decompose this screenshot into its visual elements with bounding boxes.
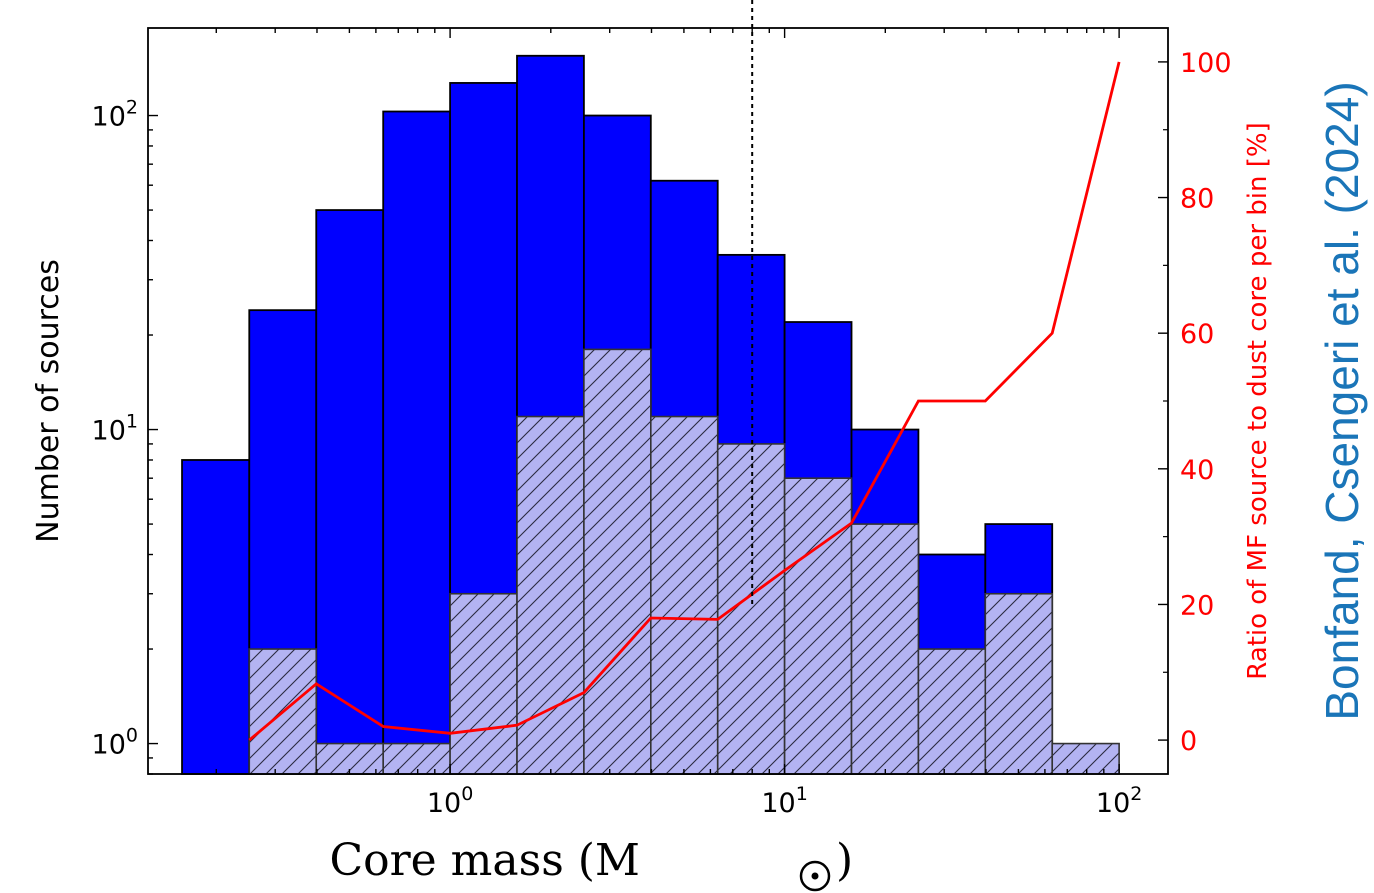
bar-hatched <box>516 415 585 775</box>
bar-hatched <box>449 592 518 775</box>
y2-tick-label: 20 <box>1180 590 1214 621</box>
sun-symbol-icon <box>799 860 831 892</box>
svg-text:): ) <box>836 835 853 886</box>
y-axis-ticks: 100 101 102 <box>92 97 158 775</box>
y2-axis-label: Ratio of MF source to dust core per bin … <box>1243 122 1273 679</box>
x-tick-label: 102 <box>1096 783 1142 819</box>
y2-axis-ticks: 0 20 40 60 80 100 <box>1158 48 1232 757</box>
y2-tick-label: 0 <box>1180 726 1197 757</box>
ratio-line-series <box>248 61 1121 742</box>
y-tick-label: 102 <box>92 97 138 133</box>
bar-hatched <box>583 348 652 775</box>
bar-hatched <box>716 443 786 775</box>
ratio-line <box>248 61 1121 742</box>
y-axis-label: Number of sources <box>31 259 66 543</box>
y2-tick-label: 40 <box>1180 455 1214 486</box>
bar-hatched <box>1051 742 1120 775</box>
y2-tick-label: 60 <box>1180 319 1214 350</box>
credit-text: Bonfand, Csengeri et al. (2024) <box>1316 81 1368 720</box>
x-axis-ticks: 100 101 102 <box>215 28 1142 819</box>
bar-hatched <box>248 648 318 775</box>
bar-hatched <box>984 592 1054 775</box>
bar-main <box>181 459 251 775</box>
x-tick-label: 100 <box>427 783 473 819</box>
bar-hatched <box>649 415 719 775</box>
bar-hatched <box>850 523 920 775</box>
x-tick-label: 101 <box>761 783 807 819</box>
y-tick-label: 100 <box>92 725 138 761</box>
bar-hatched <box>382 742 451 775</box>
bar-hatched <box>783 477 853 775</box>
x-axis-label: Core mass (M ) <box>329 835 853 892</box>
y2-tick-label: 80 <box>1180 184 1214 215</box>
bar-main <box>315 209 385 775</box>
svg-text:Core mass (M: Core mass (M <box>329 835 640 886</box>
y-tick-label: 101 <box>92 411 138 447</box>
bar-main <box>382 110 451 775</box>
bar-hatched <box>917 648 987 775</box>
y2-tick-label: 100 <box>1180 48 1232 79</box>
bars-hatched-series <box>248 348 1120 775</box>
